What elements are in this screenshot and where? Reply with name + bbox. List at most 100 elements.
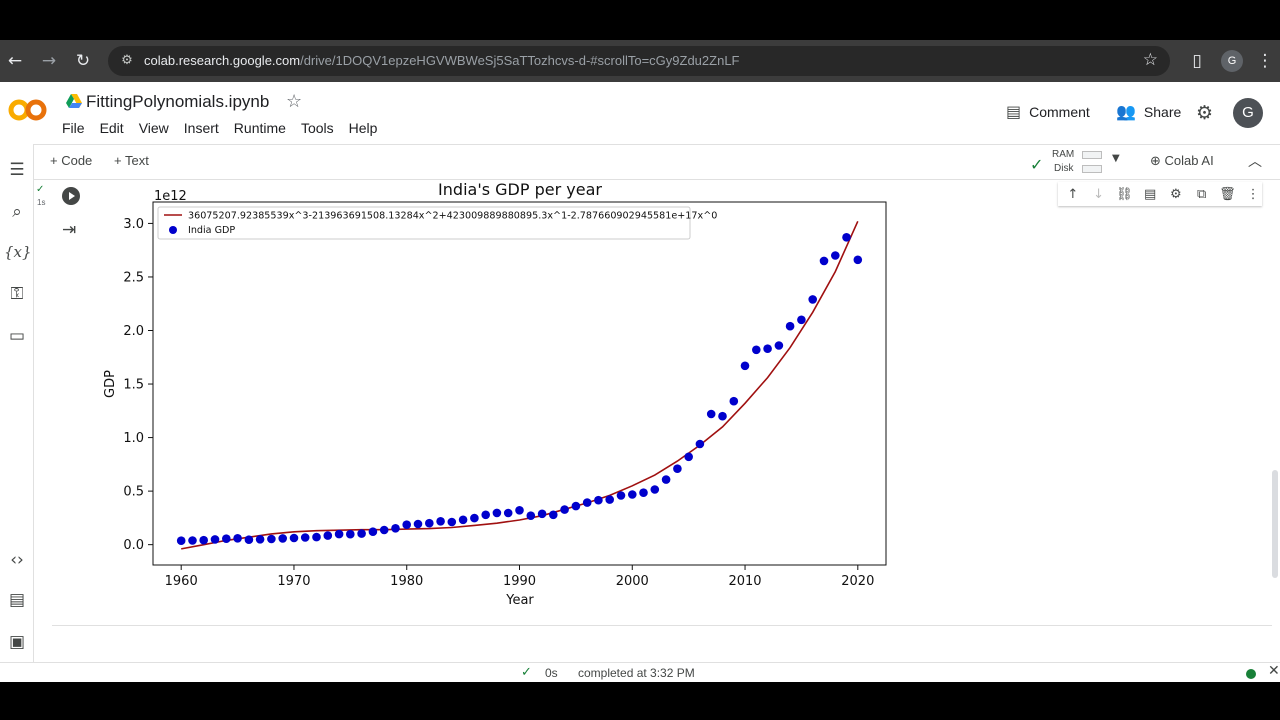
address-bar[interactable]: ⚙ colab.research.google.com/drive/1DOQV1… — [108, 46, 1170, 76]
status-duration: 0s — [545, 666, 558, 680]
link-icon[interactable]: ⛓ — [1116, 186, 1133, 202]
menu-help[interactable]: Help — [348, 120, 378, 136]
avatar[interactable]: G — [1233, 98, 1263, 128]
gdp-point — [312, 532, 321, 542]
output-actions-icon[interactable]: ⇥ — [62, 220, 77, 240]
browser-toolbar: ← → ↻ ⚙ colab.research.google.com/drive/… — [0, 40, 1280, 82]
url-host: colab.research.google.com — [144, 53, 301, 68]
move-up-icon[interactable]: ↑ — [1067, 186, 1079, 202]
chevron-up-icon[interactable]: ︿ — [1248, 154, 1262, 170]
gdp-point — [402, 520, 412, 529]
chevron-down-icon[interactable]: ▼ — [1112, 153, 1120, 164]
gdp-point — [346, 529, 355, 539]
gdp-point — [199, 535, 208, 545]
comment-button[interactable]: ▤ Comment — [1006, 102, 1090, 121]
gdp-point — [334, 529, 344, 539]
y-axis-label: GDP — [103, 370, 118, 398]
add-code-button[interactable]: + Code — [50, 153, 93, 168]
gdp-point — [797, 315, 806, 325]
more-vert-icon[interactable]: ⋮ — [1256, 51, 1274, 71]
menu-tools[interactable]: Tools — [300, 120, 334, 136]
gdp-point — [492, 508, 502, 518]
comment-label: Comment — [1029, 103, 1090, 120]
share-button[interactable]: 👥 Share — [1116, 102, 1181, 121]
colab-logo-icon[interactable] — [8, 96, 48, 124]
gdp-point — [368, 527, 378, 536]
command-palette-icon[interactable]: ▤ — [8, 590, 26, 610]
menu-view[interactable]: View — [138, 120, 169, 136]
delete-icon[interactable]: 🗑 — [1219, 186, 1236, 202]
scrollbar-thumb[interactable] — [1272, 470, 1278, 578]
gdp-point — [763, 344, 772, 353]
gdp-point — [628, 490, 637, 499]
gdp-point — [842, 233, 851, 242]
notebook-title[interactable]: FittingPolynomials.ipynb — [86, 92, 270, 111]
mirror-cell-icon[interactable]: ⧉ — [1196, 186, 1207, 202]
gdp-point — [718, 411, 727, 421]
add-text-button[interactable]: + Text — [114, 153, 149, 168]
gdp-point — [673, 464, 682, 474]
cell-complete-check-icon: ✓ — [36, 184, 45, 195]
comment-icon: ▤ — [1006, 102, 1022, 121]
reload-icon[interactable]: ↻ — [75, 51, 91, 71]
run-cell-button[interactable] — [62, 187, 80, 205]
table-of-contents-icon[interactable]: ☰ — [9, 160, 25, 180]
side-rail: ☰ ⌕ {x} ⚿ ▭ ‹› ▤ ▣ — [0, 144, 34, 682]
x-tick-label: 2000 — [616, 574, 649, 589]
ram-label: RAM — [1052, 149, 1075, 160]
x-tick-label: 1960 — [165, 574, 198, 589]
move-down-icon[interactable]: ↓ — [1093, 186, 1105, 202]
gdp-point — [278, 534, 287, 543]
menu-insert[interactable]: Insert — [183, 120, 219, 136]
gear-icon[interactable]: ⚙ — [1196, 102, 1214, 124]
comment-icon[interactable]: ▤ — [1143, 186, 1157, 202]
code-snippets-icon[interactable]: ‹› — [10, 550, 24, 570]
folder-icon[interactable]: ▭ — [8, 326, 26, 346]
cell-toolbar: ↑ ↓ ⛓ ▤ ⚙ ⧉ 🗑 ⋮ — [1058, 182, 1262, 206]
url-text[interactable]: colab.research.google.com/drive/1DOQV1ep… — [144, 53, 740, 68]
status-bar: ✓ 0s completed at 3:32 PM ✕ — [0, 662, 1280, 682]
search-icon[interactable]: ⌕ — [12, 202, 22, 222]
arrow-right-icon[interactable]: → — [41, 51, 57, 71]
gdp-point — [549, 510, 558, 520]
more-vert-icon[interactable]: ⋮ — [1246, 186, 1260, 202]
colab-app: FittingPolynomials.ipynb ☆ File Edit Vie… — [0, 82, 1280, 682]
legend-box — [157, 206, 691, 240]
share-label: Share — [1143, 103, 1182, 120]
x-tick-label: 1970 — [277, 574, 310, 589]
colab-ai-label: Colab AI — [1164, 153, 1214, 168]
gear-icon[interactable]: ⚙ — [1170, 186, 1182, 202]
y-multiplier: 1e12 — [154, 189, 187, 204]
gdp-point — [695, 439, 705, 449]
gdp-point — [594, 495, 603, 505]
terminal-icon[interactable]: ▣ — [8, 632, 26, 652]
side-panel-icon[interactable]: ▯ — [1192, 51, 1202, 71]
site-settings-icon[interactable]: ⚙ — [121, 53, 133, 68]
y-tick-label: 0.0 — [123, 538, 144, 553]
code-cell[interactable]: ✓ 1s ⇥ ↑ ↓ ⛓ ▤ ⚙ ⧉ 🗑 ⋮ India's GDP per y… — [36, 180, 1272, 626]
colab-ai-button[interactable]: ⊕ Colab AI — [1150, 153, 1214, 169]
star-notebook-icon[interactable]: ☆ — [286, 91, 303, 112]
y-tick-label: 0.5 — [123, 485, 144, 500]
gdp-point — [481, 510, 491, 520]
gdp-point — [300, 533, 310, 542]
y-tick-label: 3.0 — [123, 217, 144, 232]
gdp-point — [357, 529, 366, 538]
gdp-point — [379, 525, 389, 535]
menu-file[interactable]: File — [62, 120, 85, 136]
gdp-point — [244, 535, 254, 544]
variables-icon[interactable]: {x} — [4, 243, 32, 261]
gdp-point — [515, 506, 524, 515]
browser-profile-avatar[interactable]: G — [1221, 50, 1243, 72]
menu-runtime[interactable]: Runtime — [233, 120, 286, 136]
gdp-point — [267, 534, 276, 544]
arrow-left-icon[interactable]: ← — [7, 51, 23, 71]
y-tick-label: 1.5 — [123, 378, 144, 393]
x-tick-label: 2010 — [728, 574, 761, 589]
legend-dot-swatch — [169, 226, 177, 234]
key-icon[interactable]: ⚿ — [10, 284, 24, 304]
menu-edit[interactable]: Edit — [99, 120, 124, 136]
bookmark-star-icon[interactable]: ☆ — [1142, 50, 1158, 70]
google-drive-icon — [66, 94, 82, 108]
close-icon[interactable]: ✕ — [1268, 663, 1280, 679]
